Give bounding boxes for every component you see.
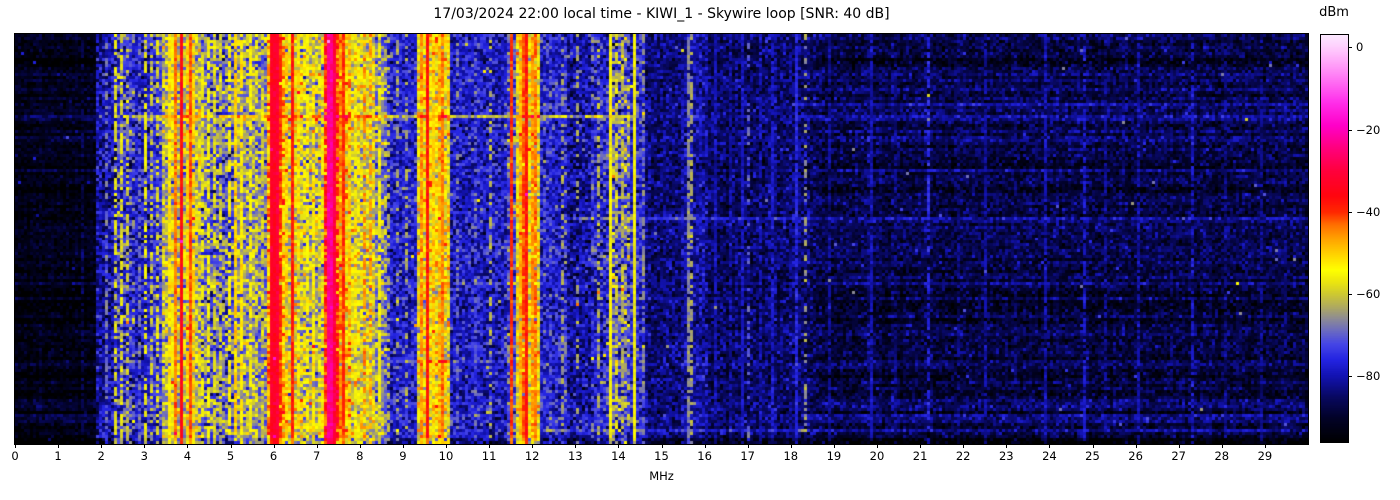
x-tick-label: 0 [11,449,19,463]
x-tick-label: 4 [183,449,192,463]
x-tick [920,444,922,448]
x-tick [101,444,103,448]
colorbar-tick-label: −80 [1356,369,1381,384]
colorbar-tick [1348,376,1352,378]
x-tick-label: 23 [998,449,1014,463]
x-tick-label: 24 [1042,449,1057,463]
x-tick [1221,444,1223,448]
colorbar-tick-label: −20 [1356,122,1381,137]
x-tick [402,444,404,448]
x-tick [316,444,318,448]
x-tick [15,444,16,448]
colorbar-canvas [1321,35,1348,442]
x-tick-label: 5 [226,449,235,463]
colorbar-tick [1348,294,1352,295]
x-tick [833,444,835,448]
colorbar-tick-label: 0 [1356,40,1364,55]
x-tick [446,444,447,448]
colorbar-tick [1348,47,1352,49]
x-tick [1264,444,1266,448]
x-tick [1092,444,1094,448]
x-tick [187,444,189,448]
x-tick-label: 3 [140,449,148,463]
x-tick-label: 26 [1128,449,1143,463]
x-tick [877,444,878,448]
x-tick [58,444,60,448]
x-tick [144,444,146,448]
x-tick-label: 12 [524,449,540,463]
x-tick [618,444,620,448]
x-tick [230,444,232,448]
x-tick [273,444,275,448]
x-tick-label: 20 [869,449,885,463]
x-tick [489,444,491,448]
x-tick-label: 25 [1085,449,1100,463]
colorbar-tick-label: −40 [1356,204,1381,219]
x-tick-label: 8 [356,449,364,463]
x-axis-label: MHz [649,469,674,483]
x-tick [1178,444,1180,448]
colorbar-tick-label: −60 [1356,287,1381,301]
colorbar-label: dBm [1319,5,1349,20]
x-tick-label: 2 [97,449,105,463]
x-tick [963,444,965,448]
colorbar-tick [1348,129,1352,131]
x-tick-label: 6 [269,449,278,463]
x-tick-label: 9 [399,449,407,463]
x-tick-label: 27 [1171,449,1187,463]
x-tick-label: 10 [438,449,454,463]
x-tick-label: 1 [54,449,62,463]
x-tick-label: 22 [955,449,971,463]
x-tick [359,444,361,448]
x-tick-label: 13 [567,449,583,463]
colorbar-area [1320,34,1349,443]
waterfall-plot-area [14,33,1309,445]
x-tick-label: 21 [912,449,928,463]
x-tick-label: 7 [313,449,321,463]
x-tick-label: 15 [654,449,669,463]
x-tick-label: 11 [481,449,497,463]
x-tick-label: 17 [740,449,756,463]
x-tick [790,444,792,448]
colorbar-tick [1348,211,1352,213]
x-tick-label: 19 [826,449,842,463]
waterfall-canvas [15,34,1308,444]
x-tick [1006,444,1008,448]
x-tick [1049,444,1051,448]
x-tick [747,444,749,448]
x-tick [1135,444,1137,448]
x-tick-label: 16 [697,449,712,463]
x-tick-label: 29 [1257,449,1273,463]
x-tick [704,444,706,448]
x-tick [575,444,577,448]
x-tick-label: 14 [611,449,626,463]
x-tick-label: 28 [1214,449,1230,463]
chart-title: 17/03/2024 22:00 local time - KIWI_1 - S… [433,6,890,22]
x-tick [661,444,663,448]
x-tick [532,444,534,448]
x-tick-label: 18 [783,449,799,463]
